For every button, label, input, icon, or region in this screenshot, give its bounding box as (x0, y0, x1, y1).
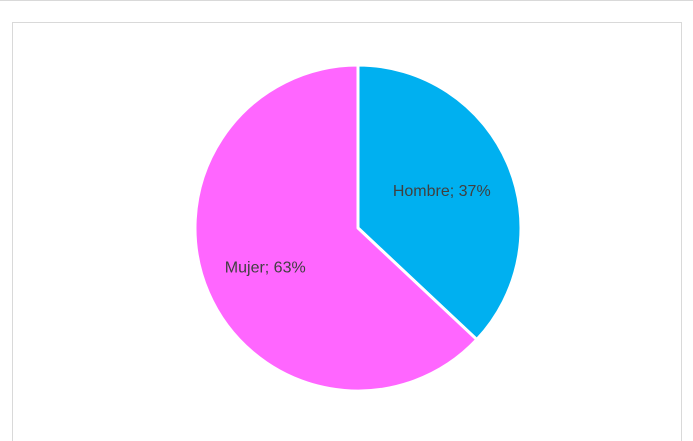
data-label-mujer: Mujer; 63% (225, 259, 306, 276)
pie-slice-hombre (356, 63, 523, 342)
data-label-hombre: Hombre; 37% (393, 183, 491, 200)
top-divider (0, 0, 693, 1)
pie-slice-mujer (193, 63, 479, 393)
